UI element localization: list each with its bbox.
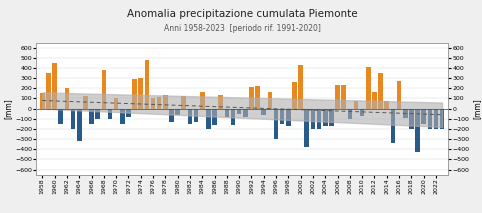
Bar [434, 109, 438, 129]
Bar [181, 96, 186, 109]
Bar [175, 109, 180, 115]
Bar [268, 92, 272, 109]
Bar [317, 109, 321, 129]
Bar [95, 109, 100, 119]
Bar [151, 98, 155, 109]
Bar [354, 101, 358, 109]
Bar [255, 86, 260, 109]
Bar [212, 109, 217, 125]
Bar [89, 109, 94, 124]
Bar [218, 95, 223, 109]
Bar [329, 109, 334, 126]
Bar [58, 109, 63, 124]
Bar [298, 65, 303, 109]
Bar [310, 109, 315, 129]
Bar [385, 101, 389, 109]
Bar [409, 109, 414, 129]
Bar [428, 109, 432, 129]
Bar [372, 92, 377, 109]
Bar [390, 109, 395, 143]
Bar [341, 85, 346, 109]
Bar [114, 98, 119, 109]
Bar [40, 93, 45, 109]
Bar [145, 60, 149, 109]
Bar [243, 109, 248, 117]
Bar [65, 88, 69, 109]
Bar [280, 109, 284, 124]
Bar [360, 109, 364, 116]
Bar [102, 70, 106, 109]
Bar [348, 109, 352, 119]
Bar [46, 73, 51, 109]
Bar [157, 98, 161, 109]
Bar [225, 109, 229, 117]
Bar [71, 109, 75, 129]
Bar [274, 109, 278, 139]
Y-axis label: [mm]: [mm] [472, 98, 481, 119]
Bar [440, 109, 444, 129]
Bar [335, 85, 340, 109]
Text: Anni 1958-2023  [periodo rif. 1991-2020]: Anni 1958-2023 [periodo rif. 1991-2020] [164, 24, 321, 33]
Bar [397, 81, 402, 109]
Bar [249, 87, 254, 109]
Text: Anomalia precipitazione cumulata Piemonte: Anomalia precipitazione cumulata Piemont… [127, 9, 358, 19]
Bar [83, 96, 88, 109]
Bar [261, 109, 266, 115]
Bar [378, 73, 383, 109]
Bar [292, 82, 297, 109]
Bar [366, 67, 371, 109]
Bar [132, 79, 137, 109]
Bar [231, 109, 235, 125]
Bar [126, 109, 131, 117]
Bar [323, 109, 328, 126]
Bar [206, 109, 211, 129]
Y-axis label: [mm]: [mm] [3, 98, 12, 119]
Bar [77, 109, 81, 141]
Bar [120, 109, 124, 124]
Bar [107, 109, 112, 119]
Bar [415, 109, 420, 152]
Bar [163, 95, 168, 109]
Bar [237, 109, 241, 114]
Bar [305, 109, 309, 147]
Bar [200, 92, 204, 109]
Bar [187, 109, 192, 124]
Bar [194, 109, 199, 122]
Bar [138, 78, 143, 109]
Bar [169, 109, 174, 122]
Bar [52, 63, 57, 109]
Bar [421, 109, 426, 124]
Bar [286, 109, 291, 126]
Bar [403, 109, 407, 118]
